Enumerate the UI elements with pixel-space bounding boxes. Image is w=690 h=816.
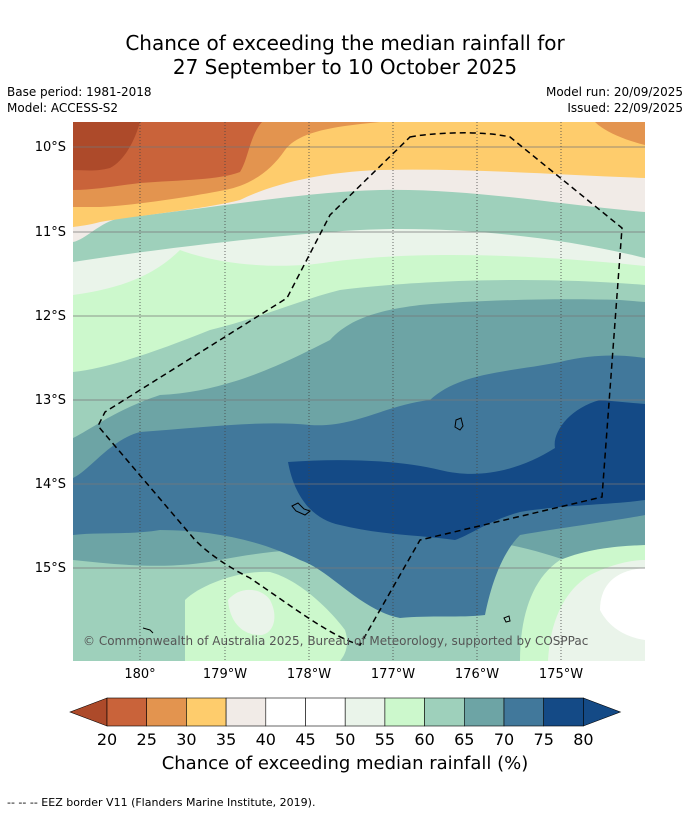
band-se-50-55 — [600, 568, 645, 640]
lon-label: 177°W — [371, 667, 415, 682]
model-name: Model: ACCESS-S2 — [7, 101, 119, 115]
lat-label: 13°S — [35, 393, 66, 408]
colorbar-tick-label: 55 — [375, 730, 395, 749]
colorbar-segment — [146, 697, 187, 727]
colorbar-tick-label: 50 — [335, 730, 355, 749]
lon-label: 175°W — [539, 667, 583, 682]
footer-eez-note: -- -- -- EEZ border V11 (Flanders Marine… — [7, 796, 316, 809]
colorbar-tick-label: 25 — [137, 730, 157, 749]
colorbar — [69, 697, 622, 727]
island-outline — [142, 627, 154, 634]
band-20-25 — [73, 122, 140, 171]
colorbar-tick-label: 20 — [97, 730, 117, 749]
copyright-text: © Commonwealth of Australia 2025, Bureau… — [83, 634, 588, 648]
title-line-1: Chance of exceeding the median rainfall … — [125, 31, 565, 55]
lat-label: 11°S — [35, 225, 66, 240]
colorbar-tick-labels: 20 25 30 35 40 45 50 55 60 65 70 75 80 — [97, 730, 594, 749]
lat-label: 14°S — [35, 477, 66, 492]
latitude-labels: 10°S 11°S 12°S 13°S 14°S 15°S — [35, 140, 66, 576]
colorbar-tick-label: 30 — [176, 730, 196, 749]
lat-label: 15°S — [35, 561, 66, 576]
colorbar-title: Chance of exceeding median rainfall (%) — [161, 753, 529, 774]
band-80-plus — [288, 400, 645, 540]
title-line-2: 27 September to 10 October 2025 — [172, 55, 518, 79]
colorbar-tick-label: 40 — [256, 730, 276, 749]
colorbar-segment — [463, 697, 505, 727]
issued-date: Issued: 22/09/2025 — [567, 101, 683, 115]
colorbar-segment — [305, 697, 346, 727]
colorbar-segment — [424, 697, 465, 727]
colorbar-tick-label: 60 — [414, 730, 434, 749]
colorbar-tick-label: 45 — [295, 730, 315, 749]
probability-contours — [73, 122, 645, 661]
colorbar-extend-low — [69, 697, 108, 727]
lon-label: 180° — [124, 667, 155, 682]
colorbar-segment — [543, 697, 584, 727]
eez-border — [97, 132, 623, 646]
colorbar-segment — [384, 697, 425, 727]
lat-label: 12°S — [35, 309, 66, 324]
colorbar-tick-label: 70 — [494, 730, 514, 749]
colorbar-tick-label: 65 — [454, 730, 474, 749]
colorbar-extend-high — [583, 697, 622, 727]
colorbar-segment — [225, 697, 267, 727]
colorbar-tick-label: 75 — [534, 730, 554, 749]
island-outline — [454, 417, 464, 431]
band-30-35-east — [595, 122, 645, 145]
longitude-labels: 180° 179°W 178°W 177°W 176°W 175°W — [124, 667, 583, 682]
island-outline — [291, 502, 312, 516]
band-sw-55-60 — [228, 589, 275, 636]
colorbar-segment — [503, 697, 545, 727]
island-outline — [503, 615, 511, 623]
base-period: Base period: 1981-2018 — [7, 85, 152, 99]
lon-label: 179°W — [203, 667, 247, 682]
model-run: Model run: 20/09/2025 — [545, 85, 683, 99]
colorbar-segment — [186, 697, 227, 727]
colorbar-tick-label: 80 — [573, 730, 593, 749]
colorbar-segment — [265, 697, 306, 727]
colorbar-tick-label: 35 — [216, 730, 236, 749]
lon-label: 176°W — [455, 667, 499, 682]
lat-label: 10°S — [35, 140, 66, 155]
colorbar-segment — [344, 697, 386, 727]
lon-label: 178°W — [287, 667, 331, 682]
colorbar-segment — [106, 697, 148, 727]
latitude-gridlines — [73, 146, 645, 569]
